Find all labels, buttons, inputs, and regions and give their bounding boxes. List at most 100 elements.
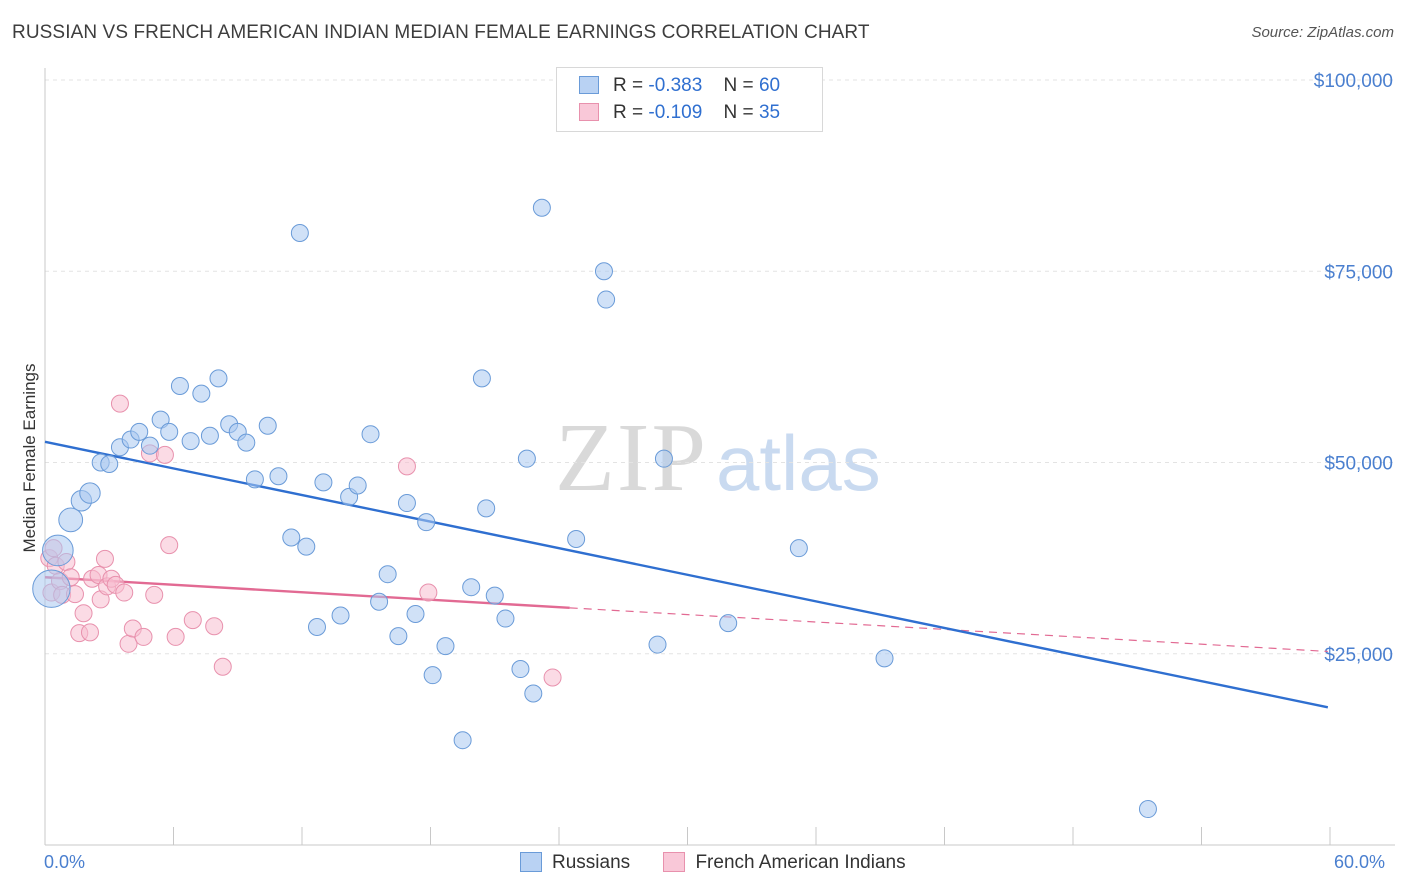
russians-point xyxy=(789,539,808,558)
russians-point xyxy=(237,433,256,452)
x-axis-min-label: 0.0% xyxy=(44,852,86,872)
legend-n-value-russians: 60 xyxy=(758,75,781,96)
russians-point xyxy=(200,426,219,445)
russians-point xyxy=(58,507,84,533)
russians-point xyxy=(181,432,200,451)
legend-r-label: R = xyxy=(613,75,644,96)
russians-point xyxy=(79,482,101,504)
russians-point xyxy=(389,627,408,646)
legend-label-russians: Russians xyxy=(552,852,631,873)
french-point xyxy=(543,668,562,687)
russians-point xyxy=(517,449,536,468)
french-point xyxy=(74,604,93,623)
french-point xyxy=(115,583,134,602)
french-point xyxy=(205,617,224,636)
russians-point xyxy=(282,528,301,547)
legend-n-label: N = xyxy=(723,102,754,123)
french-point xyxy=(110,394,129,413)
russians-point xyxy=(209,369,228,388)
russians-point xyxy=(472,369,491,388)
legend-n-value-french: 35 xyxy=(758,102,781,123)
russians-point xyxy=(269,467,288,486)
y-tick-label: $75,000 xyxy=(1324,262,1393,283)
russians-point xyxy=(130,422,149,441)
russians-point xyxy=(361,425,380,444)
russians-point xyxy=(648,635,667,654)
russians-point xyxy=(170,377,189,395)
russians-point xyxy=(151,410,170,429)
axes xyxy=(44,68,1395,846)
russians-point xyxy=(511,660,530,679)
legend-r-value-french: -0.109 xyxy=(648,102,703,123)
french-point xyxy=(183,611,202,630)
series-legend: Russians French American Indians xyxy=(520,852,934,874)
russians-point xyxy=(370,592,389,611)
russians-point xyxy=(258,416,277,435)
y-tick-labels: $25,000 $50,000 $75,000 $100,000 xyxy=(1314,71,1393,666)
russians-point xyxy=(496,609,515,628)
russians-point xyxy=(1138,800,1157,819)
russians-point xyxy=(485,586,504,605)
russians-point xyxy=(436,637,455,656)
russians-point xyxy=(524,684,543,703)
russians-point xyxy=(597,290,616,309)
russians-point xyxy=(307,617,326,636)
chart-title: RUSSIAN VS FRENCH AMERICAN INDIAN MEDIAN… xyxy=(12,22,870,43)
russians-point xyxy=(594,262,613,281)
russians-point xyxy=(331,606,350,625)
legend-n-label: N = xyxy=(723,75,754,96)
russians-point xyxy=(567,530,586,548)
y-tick-label: $50,000 xyxy=(1324,454,1393,475)
x-axis-max-label: 60.0% xyxy=(1334,852,1386,872)
legend-row-russians: R = -0.383 N = 60 xyxy=(579,75,780,99)
russians-point xyxy=(462,578,481,597)
legend-item-french: French American Indians xyxy=(663,852,906,874)
russians-swatch xyxy=(579,76,599,94)
watermark-zip: ZIP xyxy=(555,404,708,512)
russians-point xyxy=(42,534,74,567)
french-trend-line xyxy=(44,576,570,610)
russians-point xyxy=(378,565,397,584)
russians-point xyxy=(140,436,159,455)
french-point xyxy=(155,445,174,464)
french-point xyxy=(213,657,232,676)
french-point xyxy=(119,634,138,653)
legend-row-french: R = -0.109 N = 35 xyxy=(579,102,780,126)
french-point xyxy=(95,549,114,568)
correlation-legend: R = -0.383 N = 60 R = -0.109 N = 35 xyxy=(556,67,823,132)
legend-r-value-russians: -0.383 xyxy=(648,75,703,96)
legend-item-russians: Russians xyxy=(520,852,630,874)
russians-point xyxy=(417,513,436,532)
legend-label-french: French American Indians xyxy=(695,852,906,873)
french-swatch xyxy=(579,103,599,121)
russians-point xyxy=(397,494,416,513)
watermark: ZIP atlas xyxy=(555,404,881,512)
russians-point xyxy=(314,473,333,492)
russians-point xyxy=(100,455,119,474)
russians-point xyxy=(348,476,367,495)
french-point xyxy=(134,627,153,646)
french-point xyxy=(397,457,416,476)
russians-point xyxy=(423,666,442,685)
grid-lines xyxy=(45,79,1395,655)
russians-point xyxy=(297,537,316,556)
french-point xyxy=(80,623,99,642)
russians-points xyxy=(32,198,1157,819)
russians-point xyxy=(719,614,738,633)
russians-point xyxy=(192,384,211,403)
russians-point xyxy=(477,499,496,518)
french-point xyxy=(166,627,185,646)
russians-point xyxy=(875,649,894,668)
russians-legend-swatch xyxy=(520,852,542,872)
legend-r-label: R = xyxy=(613,102,644,123)
y-tick-label: $100,000 xyxy=(1314,71,1393,92)
french-point xyxy=(145,585,164,604)
french-legend-swatch xyxy=(663,852,686,872)
russians-point xyxy=(32,569,71,608)
y-tick-label: $25,000 xyxy=(1324,645,1393,666)
russians-point xyxy=(406,604,425,623)
russians-point xyxy=(453,731,472,750)
russians-point xyxy=(245,470,264,489)
russians-point xyxy=(290,224,309,242)
